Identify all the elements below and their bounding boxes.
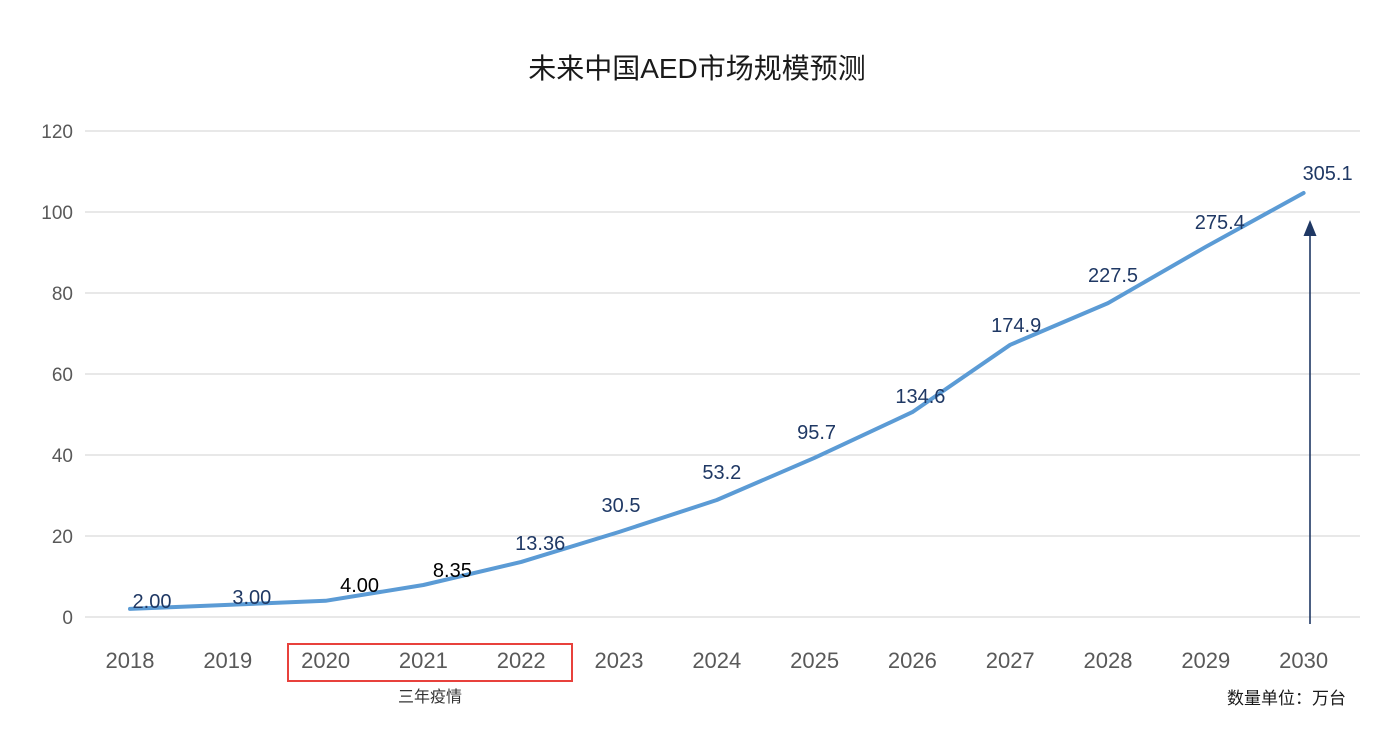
x-tick-label: 2024: [692, 648, 741, 673]
chart-title: 未来中国AED市场规模预测: [528, 53, 866, 84]
data-label: 8.35: [433, 560, 472, 582]
data-label: 13.36: [515, 533, 565, 555]
pandemic-note-label: 三年疫情: [398, 688, 462, 706]
data-label: 95.7: [797, 422, 836, 444]
x-tick-label: 2020: [301, 648, 350, 673]
y-tick-label: 20: [52, 527, 73, 548]
data-label: 53.2: [702, 462, 741, 484]
unit-note-label: 数量单位：万台: [1227, 689, 1346, 708]
y-tick-label: 60: [52, 365, 73, 386]
x-tick-label: 2030: [1279, 648, 1328, 673]
x-tick-label: 2026: [888, 648, 937, 673]
x-tick-label: 2025: [790, 648, 839, 673]
pandemic-highlight-box: [287, 643, 573, 682]
data-label: 134.6: [895, 386, 945, 408]
x-tick-label: 2027: [986, 648, 1035, 673]
data-label: 305.1: [1303, 163, 1353, 185]
data-label: 275.4: [1195, 212, 1245, 234]
y-tick-label: 0: [62, 608, 73, 629]
data-label: 3.00: [232, 587, 271, 609]
data-labels: 2.00 3.00 4.00 8.35 13.36 30.5 53.2 95.7 134.6 17…: [133, 163, 1353, 613]
x-tick-label: 2022: [497, 648, 546, 673]
series-line: [128, 191, 1306, 611]
y-tick-label: 100: [41, 203, 73, 224]
x-tick-label: 2023: [595, 648, 644, 673]
y-tick-label: 80: [52, 284, 73, 305]
data-label: 30.5: [602, 495, 641, 517]
x-tick-label: 2029: [1181, 648, 1230, 673]
y-axis-labels: 0 20 40 60 80 100 120: [41, 122, 73, 629]
data-label: 4.00: [340, 575, 379, 597]
growth-arrow-head: [1303, 220, 1317, 236]
x-tick-label: 2019: [203, 648, 252, 673]
data-label: 2.00: [133, 591, 172, 613]
growth-arrow-icon: [1303, 220, 1317, 624]
x-tick-label: 2021: [399, 648, 448, 673]
y-tick-label: 120: [41, 122, 73, 143]
data-label: 227.5: [1088, 265, 1138, 287]
x-axis-labels: 2018 2019 2020 2021 2022 2023 2024 2025 2026 2027…: [106, 648, 1329, 673]
y-tick-label: 40: [52, 446, 73, 467]
gridlines: [85, 130, 1360, 618]
data-label: 174.9: [991, 315, 1041, 337]
x-tick-label: 2018: [106, 648, 155, 673]
x-tick-label: 2028: [1084, 648, 1133, 673]
